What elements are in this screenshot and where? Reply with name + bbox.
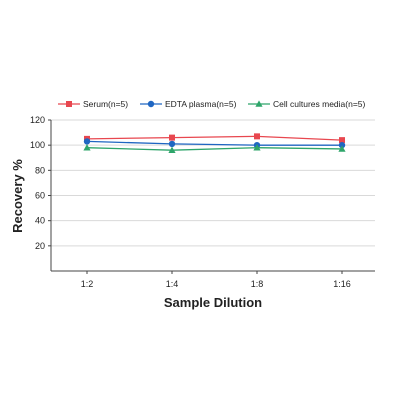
y-axis-ticks: 20 40 60 80 100 120 (30, 115, 51, 251)
legend-swatch-marker (255, 100, 263, 107)
series-line (86, 140, 342, 146)
data-point (253, 144, 261, 151)
legend-swatch-marker (66, 101, 72, 107)
x-axis-ticks: 1:2 1:4 1:8 1:16 (81, 271, 351, 289)
data-point (83, 138, 91, 145)
x-tick-label: 1:16 (333, 279, 351, 289)
data-point (169, 134, 175, 141)
series-line (86, 135, 343, 141)
data-point (338, 141, 346, 149)
y-tick-label: 20 (35, 241, 45, 251)
data-point (168, 146, 176, 153)
series-1 (84, 133, 345, 144)
series-3 (83, 144, 346, 153)
data-point (168, 140, 176, 148)
y-tick-label: 120 (30, 115, 45, 125)
data-point (339, 137, 345, 144)
legend-swatch-marker (147, 100, 155, 108)
legend-item: Cell cultures media(n=5) (248, 99, 366, 109)
series-line (86, 147, 343, 151)
x-axis-title: Sample Dilution (164, 295, 262, 310)
x-tick-label: 1:8 (251, 279, 264, 289)
data-point (254, 133, 260, 140)
data-point (338, 145, 346, 152)
legend: Serum(n=5) EDTA plasma(n=5) Cell cultures … (58, 99, 366, 109)
series-group (83, 133, 346, 153)
y-axis-title: Recovery % (10, 159, 25, 233)
y-tick-label: 80 (35, 165, 45, 175)
y-tick-label: 60 (35, 191, 45, 201)
y-tick-label: 100 (30, 140, 45, 150)
data-point (83, 144, 91, 151)
legend-label: EDTA plasma(n=5) (165, 99, 237, 109)
legend-item: EDTA plasma(n=5) (140, 99, 237, 109)
series-2 (83, 138, 346, 149)
legend-item: Serum(n=5) (58, 99, 128, 109)
y-tick-label: 40 (35, 216, 45, 226)
x-tick-label: 1:2 (81, 279, 94, 289)
legend-label: Cell cultures media(n=5) (273, 99, 366, 109)
x-tick-label: 1:4 (166, 279, 179, 289)
legend-label: Serum(n=5) (83, 99, 128, 109)
